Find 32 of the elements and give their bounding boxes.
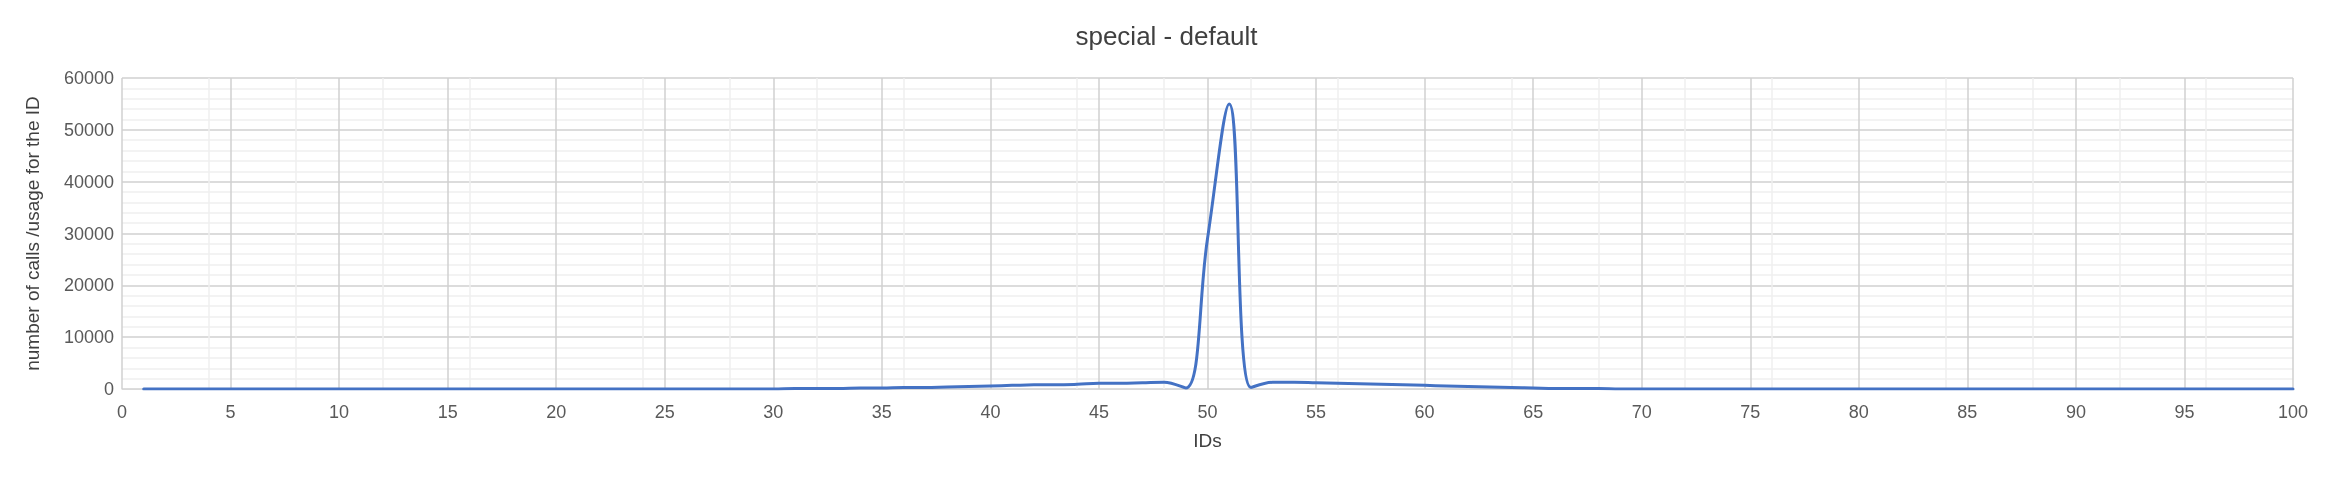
- x-axis-title: IDs: [1193, 430, 1222, 451]
- y-tick-label: 30000: [63, 223, 114, 244]
- y-axis-title: number of calls /usage for the ID: [22, 96, 43, 371]
- chart-title: special - default: [1075, 21, 1259, 51]
- y-tick-label: 0: [103, 379, 114, 399]
- x-tick-label: 50: [1197, 402, 1218, 422]
- x-tick-label: 10: [329, 402, 350, 422]
- y-tick-label: 50000: [63, 119, 114, 140]
- x-tick-label: 55: [1306, 402, 1327, 422]
- x-tick-label: 85: [1957, 402, 1978, 422]
- x-tick-label: 70: [1631, 402, 1652, 422]
- x-tick-label: 75: [1740, 402, 1761, 422]
- x-tick-label: 15: [437, 402, 458, 422]
- x-tick-label: 90: [2065, 402, 2086, 422]
- x-tick-label: 95: [2174, 402, 2195, 422]
- x-tick-label: 5: [225, 402, 236, 422]
- x-tick-label: 100: [2277, 402, 2309, 422]
- y-tick-label: 20000: [63, 275, 114, 296]
- x-tick-label: 40: [980, 402, 1001, 422]
- x-tick-label: 35: [871, 402, 892, 422]
- x-tick-label: 45: [1088, 402, 1109, 422]
- y-tick-label: 60000: [63, 68, 114, 88]
- y-tick-label: 10000: [63, 327, 114, 348]
- x-tick-label: 20: [546, 402, 567, 422]
- x-tick-label: 65: [1523, 402, 1544, 422]
- line-series: [142, 102, 2295, 391]
- y-tick-label: 40000: [63, 171, 114, 192]
- x-tick-label: 0: [116, 402, 128, 422]
- x-tick-label: 30: [763, 402, 784, 422]
- x-tick-label: 60: [1414, 402, 1435, 422]
- x-tick-label: 25: [654, 402, 675, 422]
- x-tick-label: 80: [1848, 402, 1869, 422]
